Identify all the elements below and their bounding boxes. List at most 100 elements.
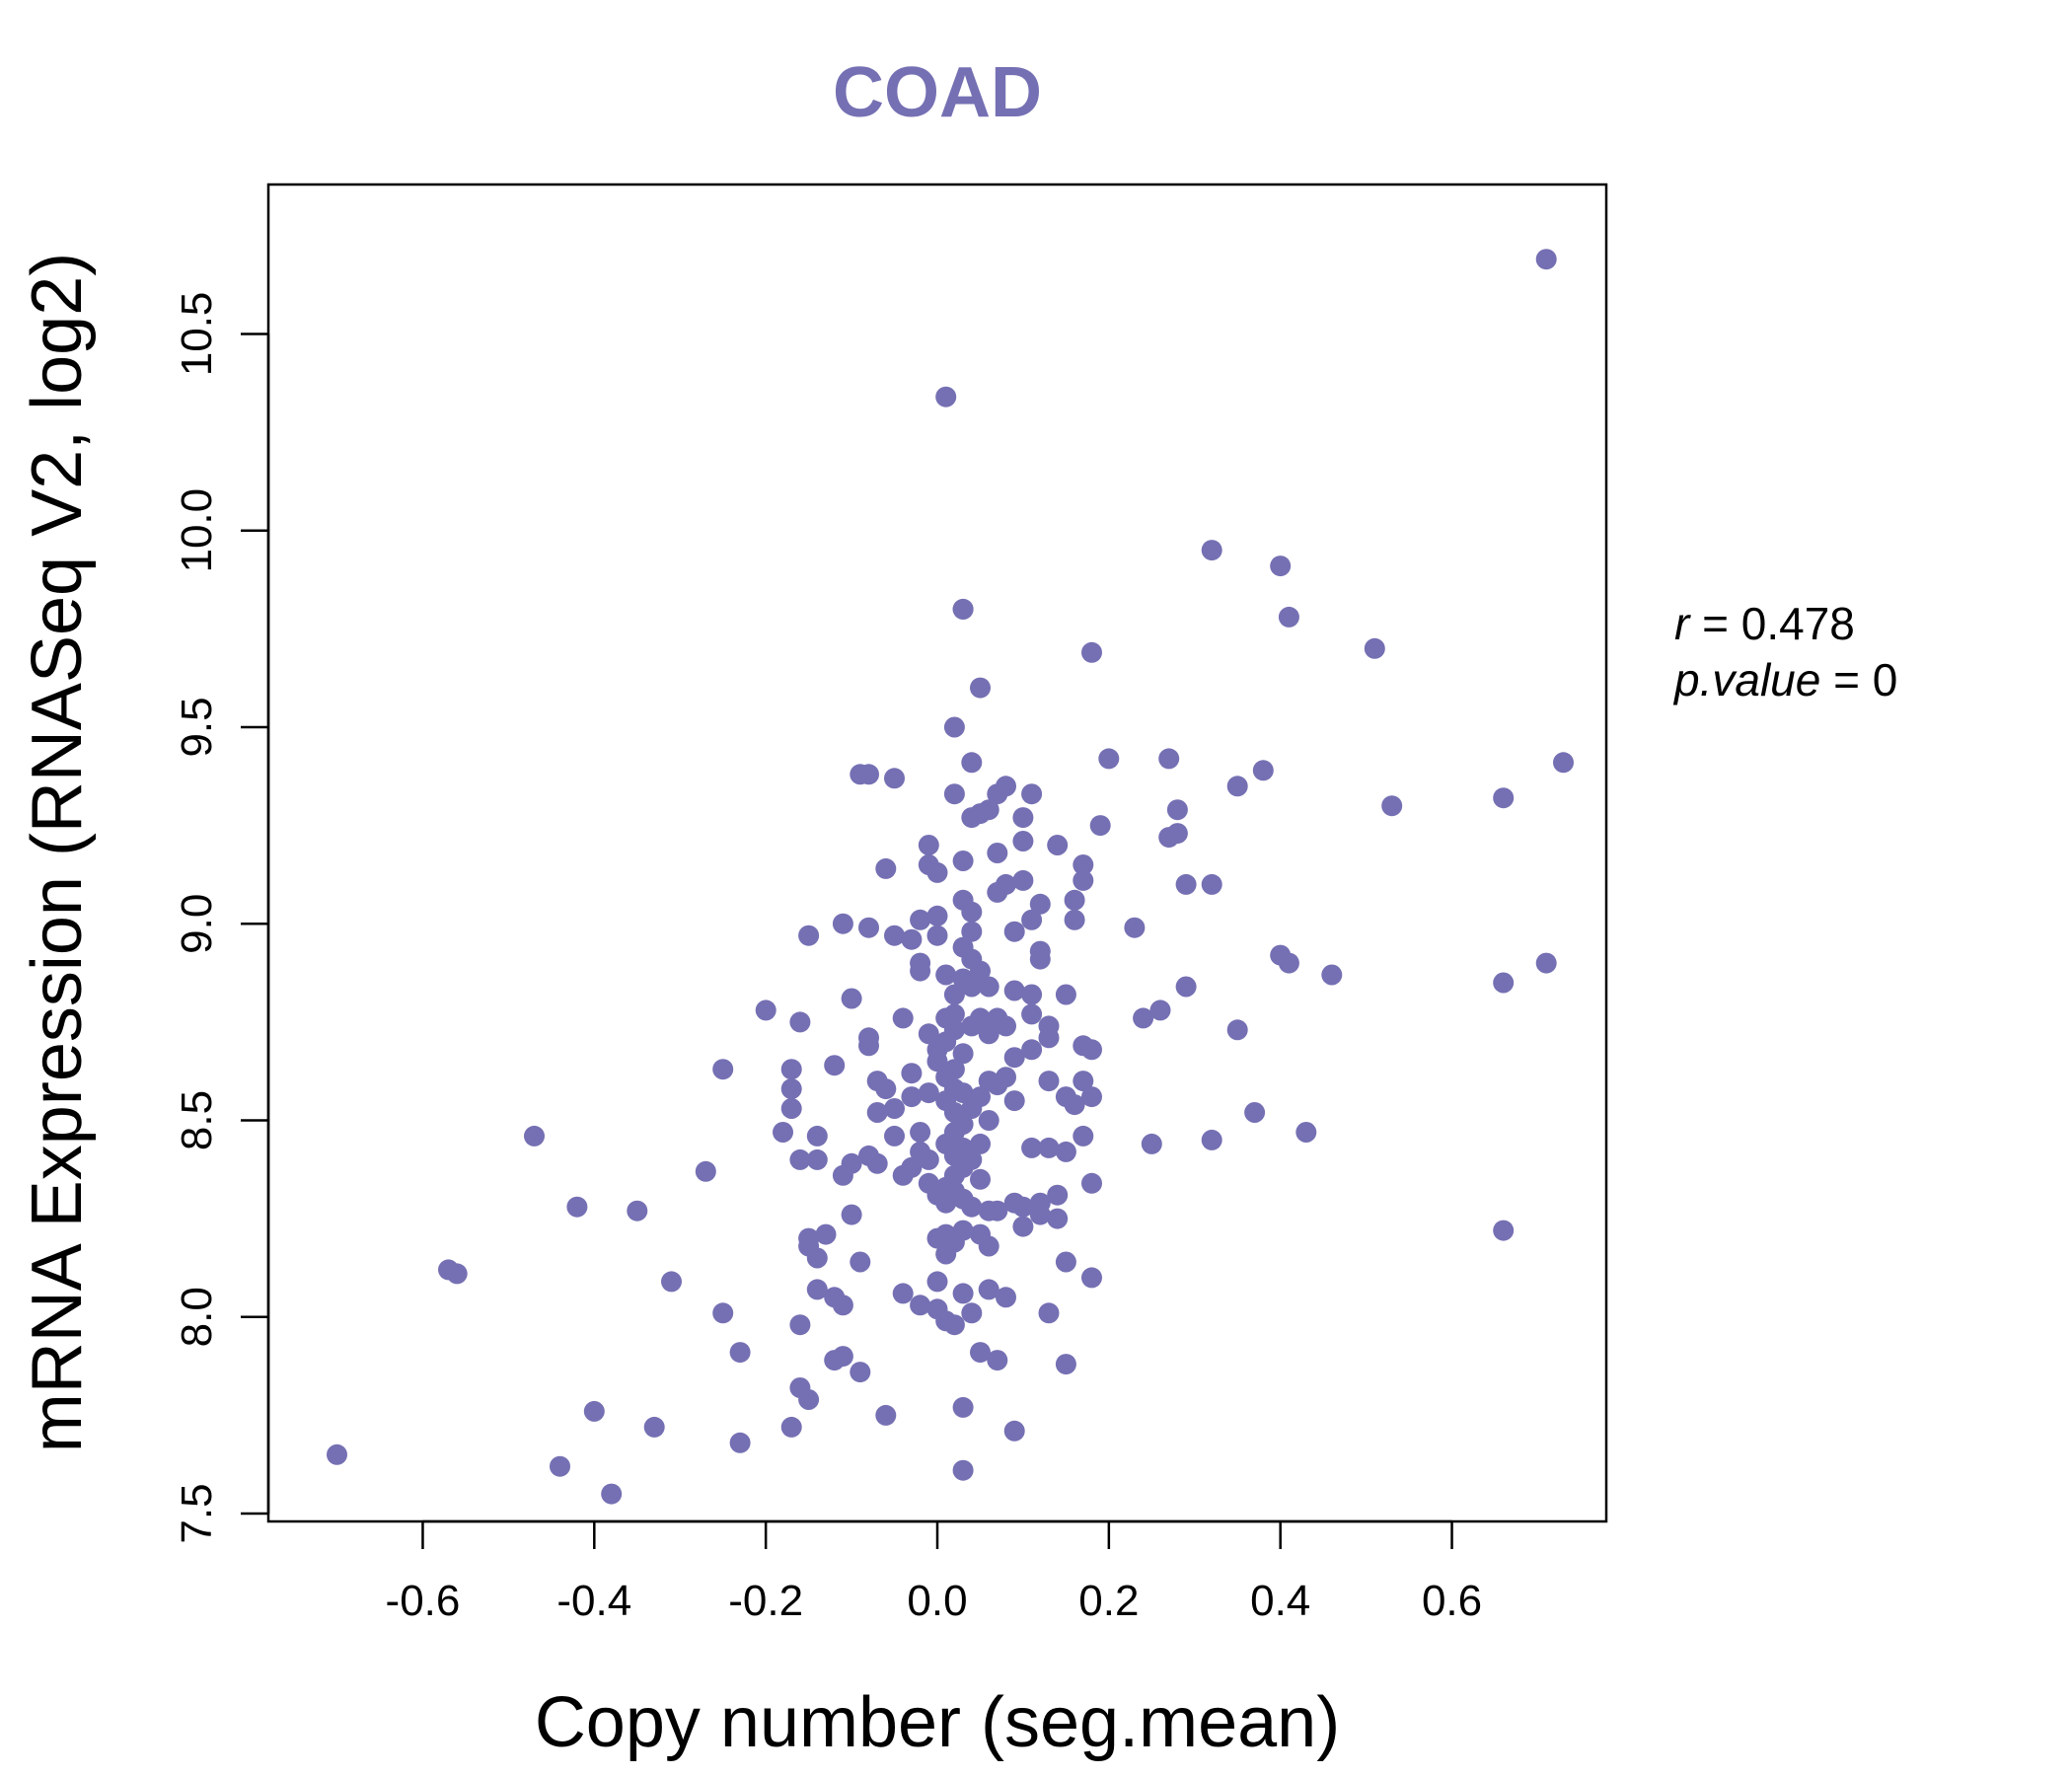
data-points [327, 249, 1574, 1505]
data-point-46 [850, 1251, 871, 1273]
data-point-157 [978, 1235, 999, 1257]
data-point-152 [970, 960, 991, 982]
data-point-235 [1201, 1129, 1222, 1150]
x-tick-label-4: 0.2 [1078, 1577, 1139, 1625]
data-point-172 [996, 776, 1016, 797]
data-point-216 [1081, 641, 1102, 663]
data-point-30 [806, 1125, 828, 1147]
data-point-100 [935, 964, 957, 986]
data-point-194 [1029, 893, 1051, 915]
data-point-72 [910, 909, 931, 930]
chart-title: COAD [833, 53, 1042, 132]
data-point-71 [910, 960, 931, 982]
data-point-33 [806, 1279, 828, 1300]
data-point-60 [884, 1098, 905, 1119]
data-point-219 [1081, 1172, 1102, 1194]
data-point-66 [901, 1063, 923, 1084]
data-point-17 [773, 1122, 793, 1143]
data-point-26 [798, 925, 820, 946]
data-point-184 [1021, 984, 1043, 1005]
data-point-3 [524, 1125, 545, 1147]
data-point-9 [643, 1416, 665, 1438]
data-point-69 [901, 928, 923, 950]
data-point-50 [858, 1035, 879, 1057]
data-point-51 [858, 917, 879, 938]
data-point-208 [1064, 889, 1085, 911]
x-tick-label-2: -0.2 [728, 1577, 803, 1625]
data-point-84 [926, 1271, 948, 1293]
data-point-117 [952, 1043, 974, 1065]
data-point-222 [1098, 748, 1120, 770]
data-point-14 [729, 1342, 751, 1364]
y-tick-label-0: 7.5 [173, 1483, 221, 1543]
data-point-68 [901, 1156, 923, 1178]
data-point-250 [1493, 1220, 1515, 1241]
data-point-20 [780, 1078, 802, 1100]
data-point-63 [892, 1283, 914, 1304]
p-value: 0 [1873, 654, 1898, 705]
data-point-67 [901, 1086, 923, 1108]
data-point-177 [1003, 1090, 1025, 1112]
data-point-202 [1047, 1208, 1069, 1229]
data-point-87 [926, 905, 948, 926]
data-point-115 [943, 1003, 965, 1025]
data-point-174 [1003, 921, 1025, 942]
data-point-16 [755, 999, 777, 1021]
data-point-19 [780, 1059, 802, 1080]
data-point-44 [841, 1204, 862, 1225]
data-point-61 [884, 1125, 905, 1147]
y-axis-title: mRNA Expression (RNASeq V2, log2) [18, 253, 97, 1452]
data-point-13 [712, 1302, 734, 1324]
data-point-223 [1124, 917, 1146, 938]
data-point-59 [884, 925, 905, 946]
x-tick-label-5: 0.4 [1250, 1577, 1310, 1625]
data-point-210 [1064, 1094, 1085, 1116]
data-point-153 [978, 1023, 999, 1045]
data-point-128 [952, 598, 974, 620]
data-point-234 [1201, 873, 1222, 895]
data-point-15 [729, 1432, 751, 1453]
data-point-224 [1133, 1007, 1154, 1029]
data-point-149 [970, 1342, 991, 1364]
data-point-204 [1055, 1354, 1076, 1375]
data-point-55 [866, 1102, 888, 1123]
data-point-90 [926, 1051, 948, 1073]
data-point-217 [1081, 1039, 1102, 1061]
r-label: r [1674, 598, 1691, 649]
data-point-76 [918, 835, 939, 855]
data-point-226 [1149, 999, 1171, 1021]
data-point-99 [935, 386, 957, 407]
data-point-186 [1021, 1003, 1043, 1025]
data-point-206 [1055, 984, 1076, 1005]
data-point-237 [1226, 1019, 1248, 1041]
data-point-187 [1021, 1039, 1043, 1061]
data-point-12 [712, 1059, 734, 1080]
data-point-238 [1244, 1102, 1266, 1123]
data-point-43 [841, 1152, 862, 1174]
data-point-209 [1064, 909, 1085, 930]
data-point-248 [1493, 787, 1515, 809]
data-point-213 [1073, 854, 1094, 875]
data-point-62 [884, 768, 905, 789]
data-point-144 [970, 1007, 991, 1029]
data-point-125 [952, 1396, 974, 1418]
data-point-75 [910, 1295, 931, 1316]
data-point-137 [961, 1196, 983, 1218]
data-point-32 [806, 1247, 828, 1269]
x-tick-label-0: -0.6 [386, 1577, 461, 1625]
data-point-31 [806, 1148, 828, 1170]
data-point-4 [550, 1455, 570, 1477]
data-point-79 [918, 1082, 939, 1104]
data-point-241 [1270, 555, 1292, 577]
data-point-8 [627, 1200, 648, 1221]
data-point-253 [1553, 752, 1574, 774]
data-point-175 [1003, 980, 1025, 1001]
data-point-41 [832, 1295, 853, 1316]
data-point-169 [996, 1287, 1016, 1308]
data-point-118 [952, 1082, 974, 1104]
data-point-215 [1073, 1125, 1094, 1147]
data-point-246 [1364, 637, 1385, 659]
data-point-6 [583, 1400, 605, 1422]
data-point-221 [1089, 815, 1111, 837]
data-point-145 [970, 1086, 991, 1108]
